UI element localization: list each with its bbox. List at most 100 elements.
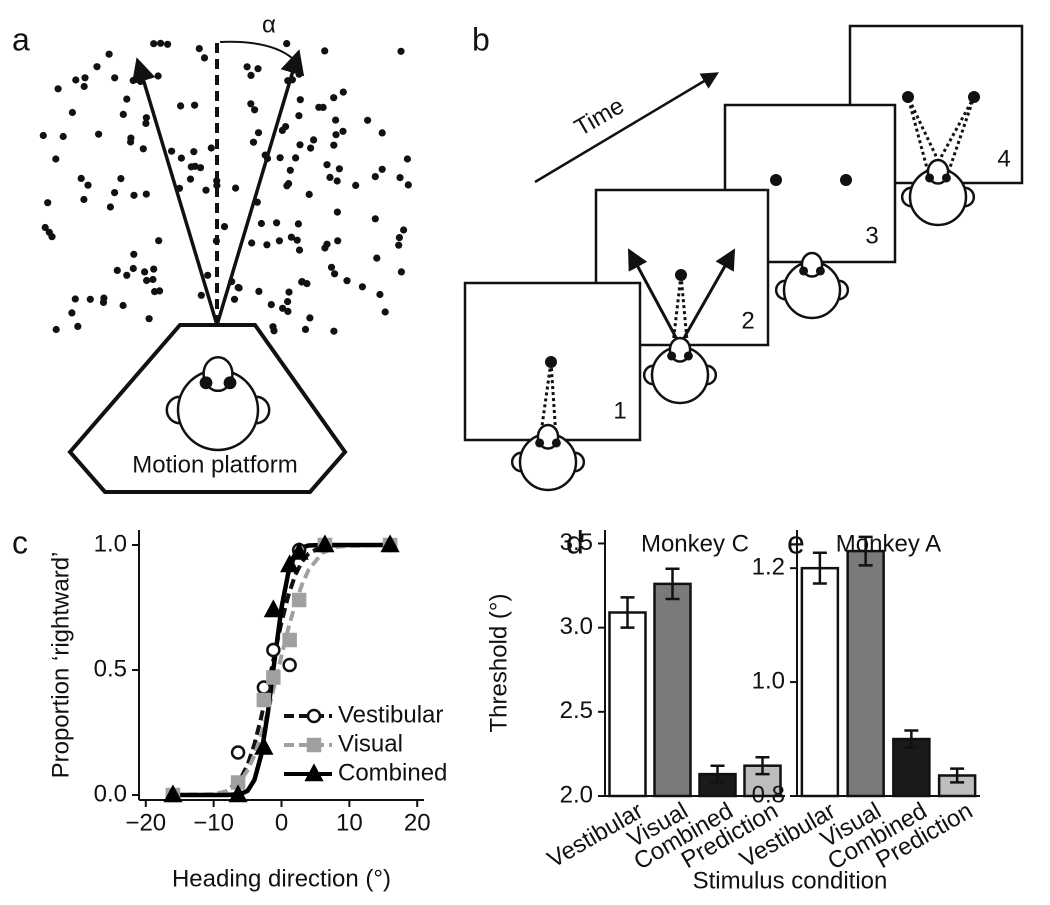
bar xyxy=(846,549,885,798)
dot xyxy=(310,136,318,144)
panel-a: a α Motion platform xyxy=(12,11,412,494)
dot xyxy=(251,106,259,114)
dot xyxy=(235,284,243,292)
data-point xyxy=(263,599,283,618)
error-bar xyxy=(812,551,827,585)
data-point xyxy=(163,784,183,803)
bar xyxy=(608,611,647,798)
dot xyxy=(247,100,255,108)
platform-label: Motion platform xyxy=(132,451,297,478)
error-bar xyxy=(710,764,725,784)
y-tick-label: 2.0 xyxy=(560,781,593,808)
data-point xyxy=(230,745,246,760)
x-tick-label: −10 xyxy=(193,809,234,836)
dot xyxy=(230,295,239,303)
data-point xyxy=(289,541,309,560)
data-point xyxy=(254,736,274,755)
dot xyxy=(333,177,341,185)
dot xyxy=(54,85,62,93)
dot xyxy=(296,141,304,149)
eye xyxy=(223,376,237,390)
bar xyxy=(800,566,840,798)
dot xyxy=(295,112,303,120)
dot xyxy=(275,237,283,245)
dot xyxy=(381,308,389,316)
dot xyxy=(273,219,281,227)
dot xyxy=(378,129,386,137)
dot xyxy=(80,195,88,204)
dot xyxy=(95,130,103,138)
fit-curve xyxy=(172,543,391,797)
dot xyxy=(373,254,381,262)
dot xyxy=(84,181,92,189)
dot xyxy=(343,277,351,285)
dot xyxy=(243,63,251,71)
eye xyxy=(815,266,825,276)
dot xyxy=(397,268,405,276)
eye xyxy=(925,173,935,183)
data-point xyxy=(280,554,300,573)
dot xyxy=(339,88,347,96)
y-tick-label: 2.5 xyxy=(560,697,593,724)
dot xyxy=(358,283,366,291)
legend-marker xyxy=(304,763,324,782)
dot xyxy=(321,47,329,55)
dot xyxy=(150,265,158,273)
y-tick-label: 1.0 xyxy=(752,667,785,694)
dot xyxy=(287,233,295,241)
error-bar xyxy=(950,767,965,784)
dot xyxy=(400,226,408,234)
dot xyxy=(111,74,119,82)
dot xyxy=(371,173,379,181)
dot xyxy=(130,250,138,258)
dot xyxy=(154,72,162,80)
fixation-point xyxy=(770,174,782,186)
fixation-point xyxy=(968,91,980,103)
dot xyxy=(295,246,304,254)
motion-platform xyxy=(67,323,348,494)
dot xyxy=(376,290,384,299)
dot xyxy=(335,165,343,173)
dot xyxy=(155,237,163,245)
dot xyxy=(142,190,150,198)
y-tick-label: 1.2 xyxy=(752,554,785,581)
fixation-point xyxy=(675,269,687,281)
dot xyxy=(145,315,153,323)
dot xyxy=(279,304,287,312)
data-point xyxy=(266,670,281,685)
dot xyxy=(395,241,403,249)
dot xyxy=(333,208,341,216)
dot xyxy=(294,220,302,228)
y-tick-label: 3.5 xyxy=(560,529,593,556)
dot xyxy=(177,154,185,162)
x-tick-label: 10 xyxy=(336,809,363,836)
dot xyxy=(129,264,137,273)
legend-label: Vestibular xyxy=(338,701,443,728)
dot xyxy=(247,71,255,79)
time-arrow xyxy=(534,72,720,184)
dot xyxy=(254,129,263,137)
x-tick-label: 0 xyxy=(275,809,288,836)
dot xyxy=(255,287,263,295)
error-bar xyxy=(620,596,635,629)
dot xyxy=(186,175,195,183)
y-tick-label: 0.0 xyxy=(94,780,127,807)
heading-arrow xyxy=(131,57,219,326)
dot xyxy=(257,219,265,228)
fixation-point xyxy=(545,356,557,368)
dot xyxy=(397,47,405,55)
legend-marker xyxy=(306,737,322,753)
dot xyxy=(68,108,76,117)
dot xyxy=(330,327,338,335)
eye xyxy=(683,351,693,361)
data-point xyxy=(256,692,272,708)
dot xyxy=(267,301,275,309)
eye xyxy=(799,266,809,276)
data-point xyxy=(266,642,281,658)
dot xyxy=(293,236,301,244)
dot xyxy=(117,175,125,183)
dot xyxy=(207,144,215,152)
x-axis-label: Stimulus condition xyxy=(693,867,888,894)
dot xyxy=(378,165,386,173)
eye xyxy=(535,438,545,448)
